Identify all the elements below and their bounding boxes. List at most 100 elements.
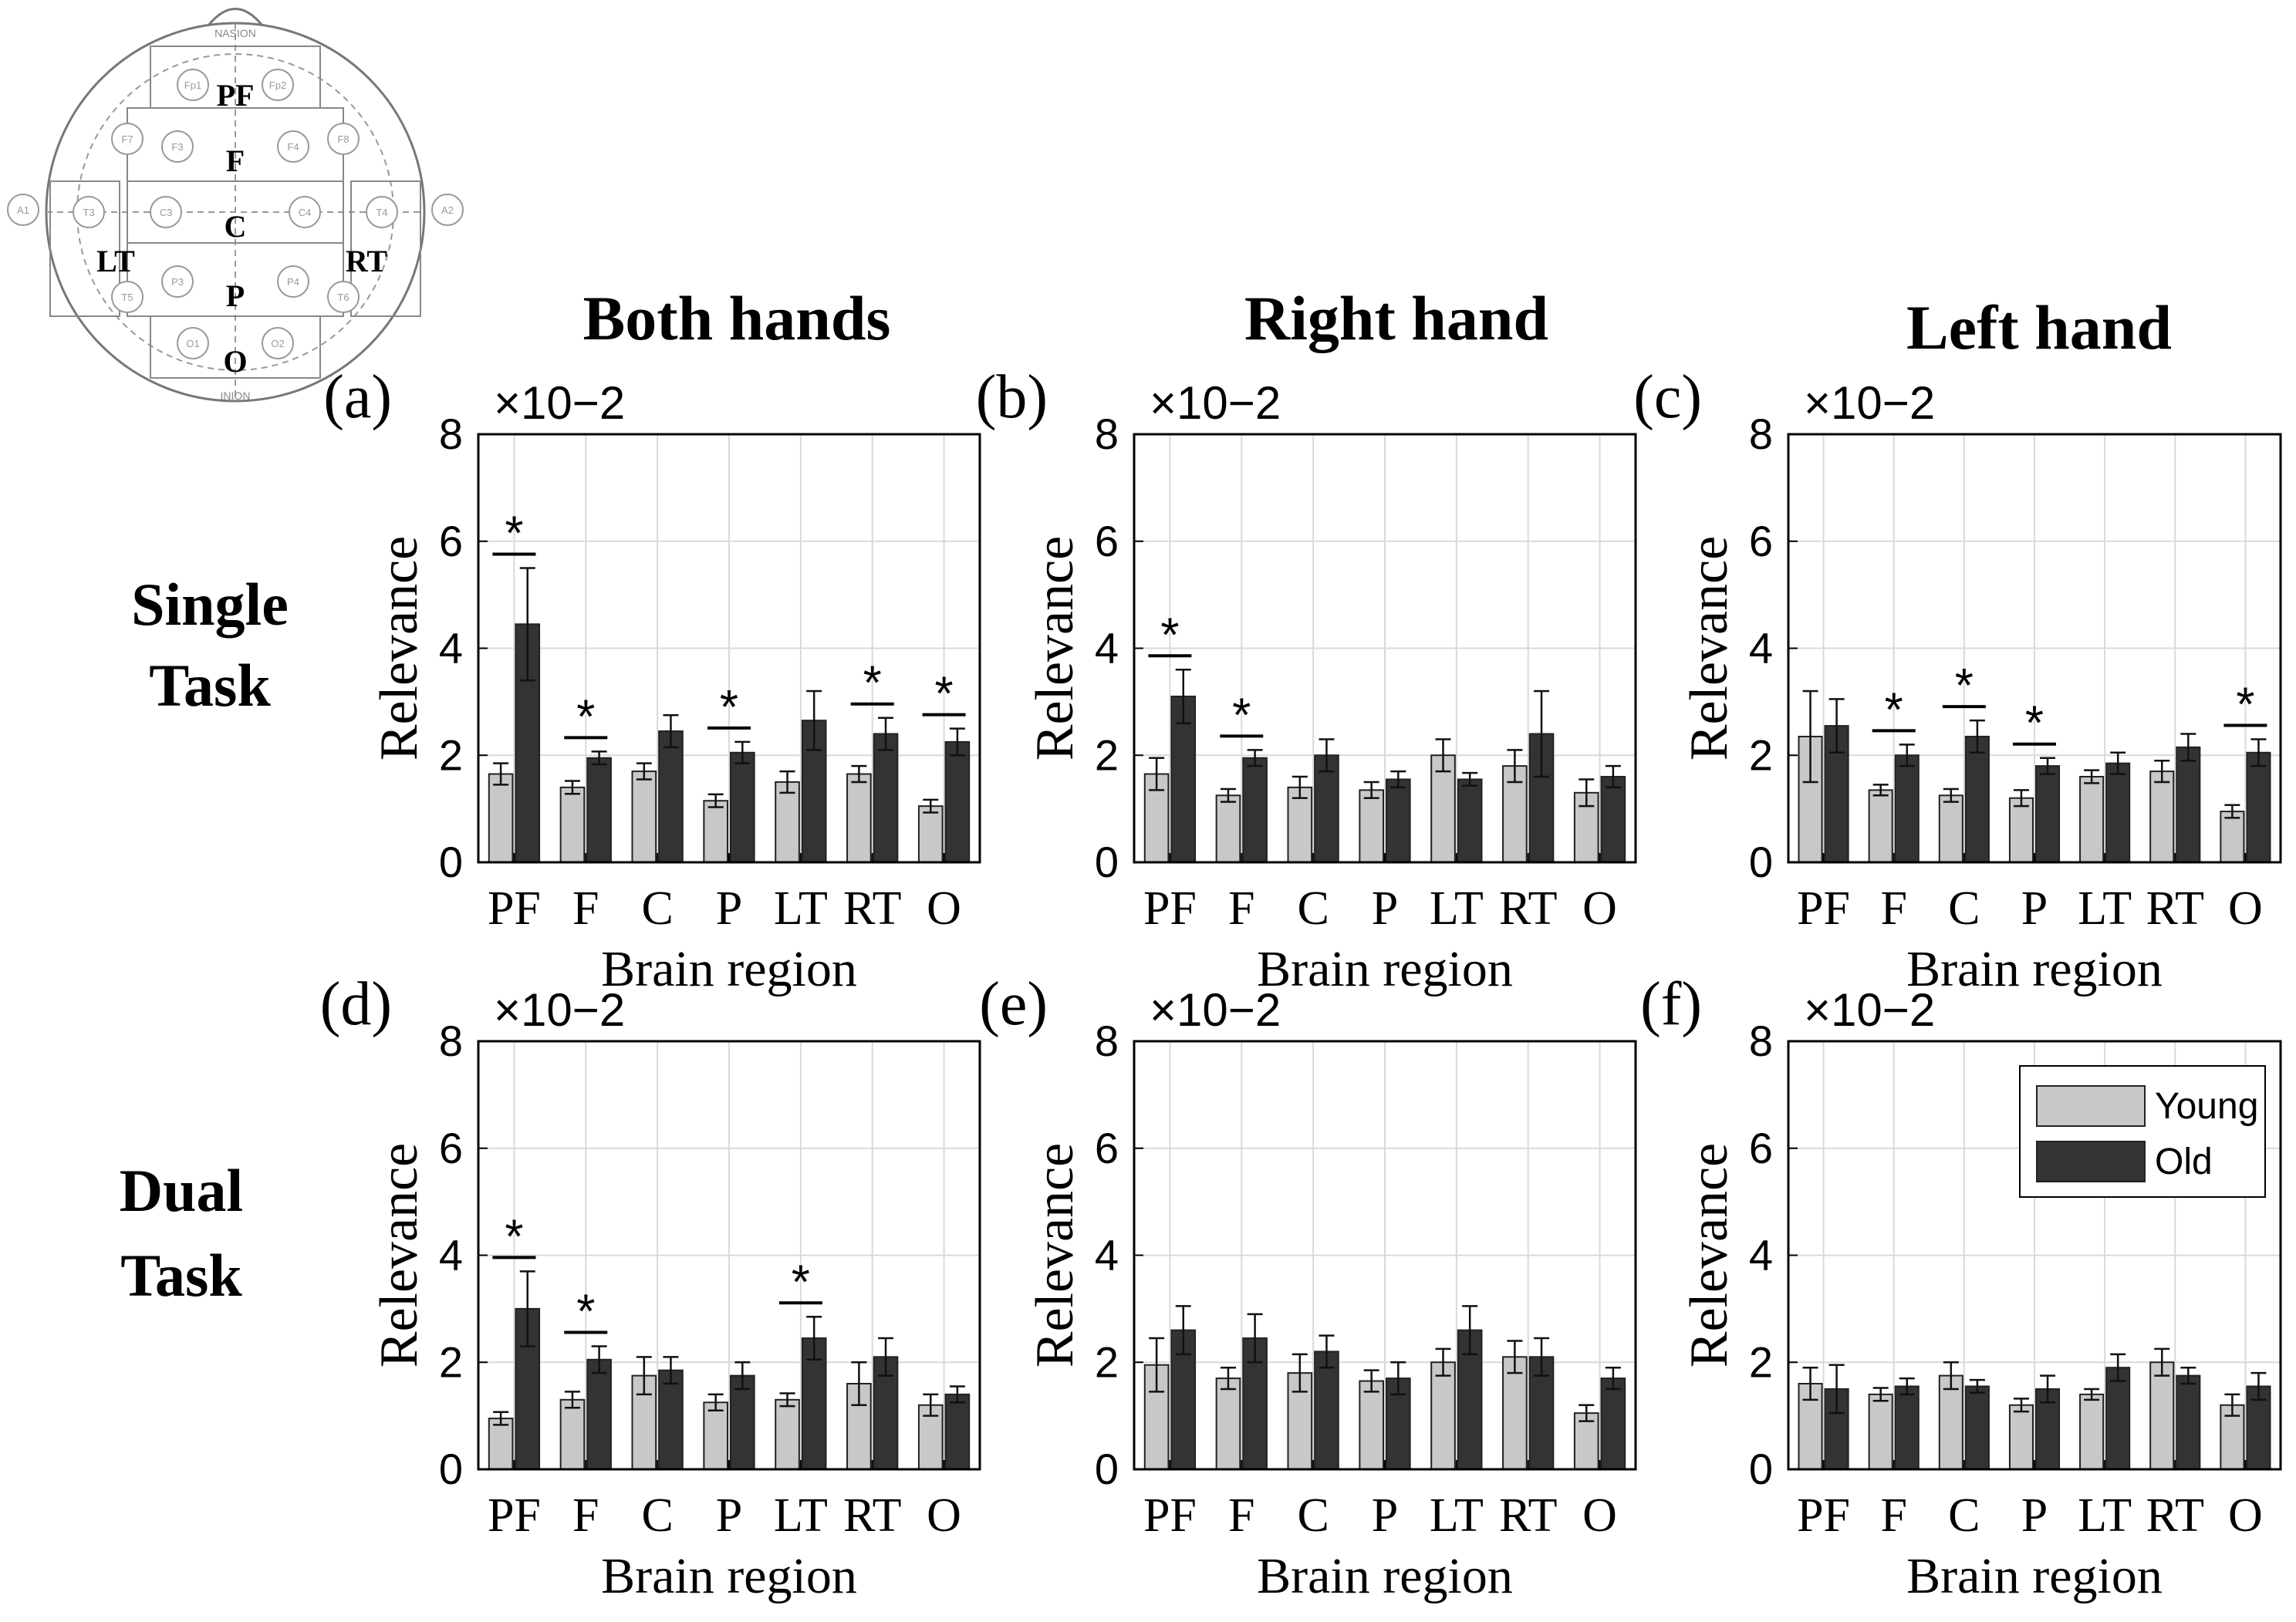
electrode-label: O1 [186, 338, 199, 349]
y-tick-label: 2 [1095, 1337, 1119, 1386]
panel-label: (c) [1633, 363, 1702, 431]
significance-star: * [1955, 659, 1974, 713]
bar-young [2008, 797, 2034, 863]
x-tick-label: RT [1499, 882, 1558, 935]
electrode-icon [277, 265, 309, 298]
region-label: F [226, 143, 245, 178]
row-title-dual-line1: Dual [120, 1157, 243, 1224]
x-axis-label: Brain region [1257, 941, 1513, 997]
significance-star: * [576, 690, 595, 744]
x-tick-label: O [1582, 1489, 1617, 1542]
x-tick-label: F [572, 882, 599, 935]
significance-star: * [2236, 678, 2254, 731]
x-tick-label: O [927, 882, 961, 935]
panel-label: (b) [976, 363, 1048, 431]
x-tick-label: RT [1499, 1489, 1558, 1542]
bar-young [1938, 794, 1963, 863]
x-tick-label: P [716, 1489, 742, 1542]
x-tick-label: C [1297, 882, 1329, 935]
x-tick-label: C [641, 882, 673, 935]
electrode-label: A1 [17, 204, 29, 216]
y-tick-label: 8 [439, 410, 463, 458]
y-tick-label: 8 [1095, 410, 1119, 458]
y-tick-label: 8 [1749, 410, 1773, 458]
electrode-icon [111, 123, 144, 155]
electrode-label: A2 [441, 204, 454, 216]
y-tick-label: 6 [439, 1124, 463, 1172]
bar-young [1938, 1374, 1963, 1470]
y-tick-label: 0 [439, 1445, 463, 1493]
electrode-icon [7, 194, 39, 226]
chart-panel: * * * * * 0 2 4 6 8 PF F C P LT RT O Brain region Relevanc… [323, 363, 981, 997]
x-tick-label: PF [1797, 1489, 1850, 1542]
bar-old [730, 751, 755, 863]
region-label: P [226, 278, 245, 313]
electrode-icon [366, 196, 398, 228]
electrode-icon [262, 69, 294, 101]
inion-label: INION [221, 389, 251, 402]
x-tick-label: LT [774, 1489, 828, 1542]
legend: Young Old [2019, 1065, 2266, 1198]
x-tick-label: P [716, 882, 742, 935]
y-tick-label: 6 [439, 517, 463, 565]
bar-young [703, 1401, 728, 1470]
bar-old [944, 1393, 971, 1470]
x-axis-label: Brain region [1906, 941, 2163, 997]
electrode-label: T3 [83, 207, 94, 218]
x-tick-label: F [1228, 882, 1254, 935]
panel-label: (d) [320, 970, 392, 1038]
x-tick-label: LT [1430, 1489, 1484, 1542]
x-tick-label: RT [843, 1489, 902, 1542]
y-tick-label: 2 [439, 730, 463, 779]
electrode-icon [262, 327, 294, 359]
y-tick-label: 4 [1095, 624, 1119, 673]
y-axis-label: Relevance [370, 536, 429, 760]
y-tick-label: 2 [439, 1337, 463, 1386]
x-axis-label: Brain region [1257, 1548, 1513, 1604]
y-tick-label: 6 [1095, 1124, 1119, 1172]
y-tick-label: 4 [439, 624, 463, 673]
x-tick-label: F [572, 1489, 599, 1542]
bar-young [1359, 1380, 1385, 1470]
significance-star: * [1160, 609, 1179, 662]
bar-young [846, 773, 872, 863]
chart-panel: * * * 0 2 4 6 8 PF F C P LT RT O Brain region Relevance (… [320, 970, 981, 1604]
axis-exponent: ×10−2 [1150, 984, 1281, 1036]
electrode-icon [161, 130, 194, 163]
bar-young [1573, 1412, 1599, 1470]
bar-old [1600, 776, 1626, 863]
electrode-icon [327, 281, 360, 313]
y-tick-label: 0 [1749, 1445, 1773, 1493]
y-axis-label: Relevance [1680, 536, 1739, 760]
nasion-label: NASION [214, 27, 256, 39]
bar-young [1430, 754, 1456, 863]
bar-young [1215, 1378, 1241, 1470]
bar-old [1600, 1378, 1626, 1470]
x-axis-label: Brain region [601, 941, 857, 997]
x-tick-label: RT [2146, 882, 2205, 935]
significance-star: * [576, 1285, 595, 1338]
bar-young [703, 800, 728, 863]
bar-old [1457, 778, 1483, 863]
axis-exponent: ×10−2 [1804, 984, 1935, 1036]
panel-label: (f) [1640, 970, 1702, 1038]
significance-star: * [720, 681, 738, 734]
electrode-label: F4 [287, 141, 299, 153]
electrode-label: F8 [337, 133, 349, 145]
chart-panel: * * * * 0 2 4 6 8 PF F C P LT RT O Brain region Relevance… [1633, 363, 2282, 997]
electrode-label: T4 [376, 207, 387, 218]
region-label: PF [217, 78, 255, 113]
significance-star: * [2025, 697, 2044, 750]
region-label: O [223, 344, 247, 379]
significance-star: * [863, 657, 882, 710]
y-tick-label: 4 [1749, 1231, 1773, 1280]
chart-panel: 0 2 4 6 8 PF F C P LT RT O Brain region Relevance (e) ×… [979, 970, 1637, 1604]
legend-swatch-young [2036, 1085, 2146, 1127]
x-tick-label: PF [1143, 1489, 1197, 1542]
electrode-icon [431, 194, 464, 226]
y-tick-label: 8 [1095, 1017, 1119, 1065]
bar-young [917, 805, 944, 863]
legend-label: Old [2155, 1141, 2213, 1182]
bar-old [1894, 754, 1920, 863]
